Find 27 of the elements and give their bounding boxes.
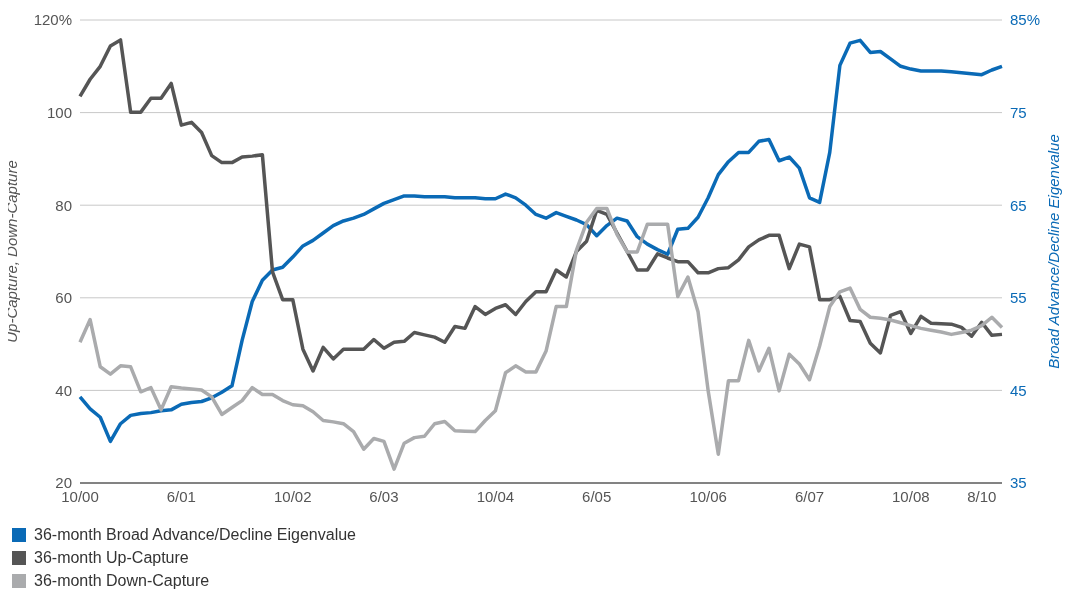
y2-axis-title: Broad Advance/Decline Eigenvalue — [1045, 134, 1063, 369]
y2-tick-label: 85% — [1010, 11, 1041, 29]
legend-label: 36-month Up-Capture — [34, 548, 189, 568]
line-series — [78, 206, 1004, 471]
x-tick-label: 10/04 — [476, 487, 515, 505]
y-tick-label: 60 — [55, 289, 72, 307]
x-tick-label: 10/08 — [892, 487, 930, 505]
x-tick-label: 6/03 — [369, 487, 399, 505]
x-tick-label: 6/05 — [582, 487, 612, 505]
y-tick-label: 100 — [46, 103, 72, 121]
y2-tick-label: 65 — [1010, 196, 1027, 214]
x-tick-label: 10/06 — [689, 487, 727, 505]
x-tick-label: 6/01 — [166, 487, 196, 505]
x-tick-label: 10/02 — [274, 487, 312, 505]
y-tick-label: 40 — [55, 381, 72, 399]
x-tick-label: 8/10 — [967, 487, 997, 505]
x-tick-label: 6/07 — [794, 487, 825, 505]
y2-tick-label: 45 — [1010, 381, 1027, 399]
y-tick-label: 80 — [55, 196, 72, 214]
legend-label: 36-month Broad Advance/Decline Eigenvalue — [34, 525, 356, 545]
y2-tick-label: 55 — [1010, 289, 1027, 307]
y2-tick-label: 75 — [1010, 103, 1027, 121]
y2-tick-label: 35 — [1010, 474, 1027, 492]
line-series — [78, 38, 1004, 373]
line-series — [78, 38, 1004, 444]
y-tick-label: 120% — [33, 11, 72, 29]
legend-label: 36-month Down-Capture — [34, 571, 210, 591]
